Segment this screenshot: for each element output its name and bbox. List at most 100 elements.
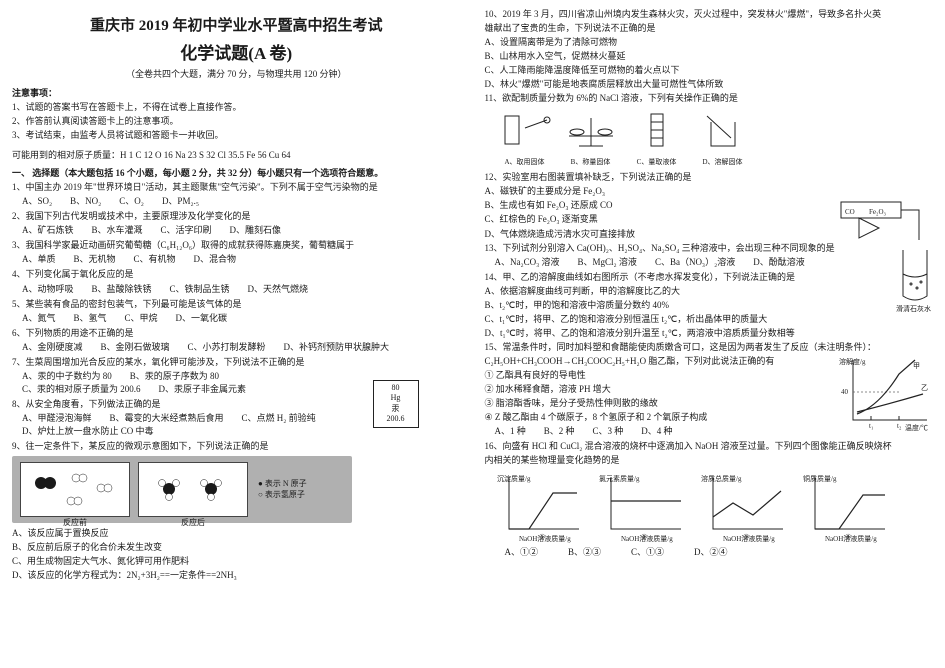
graph-3-icon: 溶质总质量/g NaOH溶液质量/g ③: [699, 471, 789, 543]
part1-heading: 一、 选择题（本大题包括 16 个小题，每小题 2 分，共 32 分）每小题只有…: [12, 167, 461, 180]
question-6-options: A、金刚硬度减 B、金刚石做玻璃 C、小苏打制发酵粉 D、补钙剂预防甲状腺肿大: [22, 341, 461, 354]
option: C、点燃 H₂ 前验纯: [242, 412, 316, 425]
t2: t₂: [897, 422, 902, 430]
option: D、一氧化碳: [176, 312, 228, 325]
q10-option: A、设置隔离带是为了清除可燃物: [485, 36, 934, 49]
element-tile-hg: 80 Hg 汞 200.6: [373, 380, 419, 428]
right-column: 10、2019 年 3 月，四川省凉山州境内发生森林火灾，灭火过程中，突发林火"…: [473, 0, 945, 668]
option: D、天然气燃烧: [248, 283, 309, 296]
hg-symbol: Hg: [375, 393, 417, 403]
svg-text:②: ②: [641, 533, 647, 541]
question-5-options: A、氮气 B、氢气 C、甲烷 D、一氧化碳: [22, 312, 461, 325]
option: D、汞原子非金属元素: [159, 383, 247, 396]
atom-legend: ● 表示 N 原子 ○ 表示氢原子: [256, 477, 309, 502]
q10-option: C、人工降雨能降温度降低至可燃物的着火点以下: [485, 64, 934, 77]
question-16-answers: A、①② B、②③ C、①③ D、②④: [505, 545, 934, 558]
graph-row: 沉淀质量/g NaOH溶液质量/g ① 氯元素质量/g NaOH溶液质量/g ②…: [495, 471, 934, 543]
co-reduction-apparatus: CO Fe₂O₃ 滑清石灰水: [839, 200, 931, 308]
option: B、金刚石做玻璃: [101, 341, 170, 354]
xlab: 温度/℃: [905, 423, 928, 432]
question-15: 15、常温条件时，同时加料塑和食醋能使肉质嫩含可口，这是因为两者发生了反应（未注…: [485, 341, 934, 354]
molecule-icon: [21, 463, 131, 518]
option: D、雕刻石像: [230, 224, 282, 237]
option: C、O₂: [119, 195, 144, 208]
apparatus-c: C、量取液体: [627, 108, 687, 167]
option: D、②④: [694, 545, 728, 558]
option: B、②③: [568, 545, 601, 558]
option: C、①③: [631, 545, 664, 558]
apparatus-d: D、溶解固体: [693, 108, 753, 167]
question-6: 6、下列物质的用途不正确的是: [12, 327, 461, 340]
option: B、氢气: [74, 312, 107, 325]
question-7-options: A、汞的中子数约为 80 B、汞的原子序数为 80 C、汞的相对原子质量为 20…: [22, 370, 342, 396]
option: A、金刚硬度减: [22, 341, 83, 354]
svg-text:③: ③: [743, 533, 749, 541]
option: A、Na₂CO₃ 溶液: [495, 256, 560, 269]
option: B、水车灌溉: [92, 224, 143, 237]
fe2o3-label: Fe₂O₃: [869, 208, 886, 216]
molecule-icon: [139, 463, 249, 518]
option: D、炉灶上放一盘水防止 CO 中毒: [22, 425, 154, 438]
option: A、动物呼吸: [22, 283, 74, 296]
question-3-options: A、单质 B、无机物 C、有机物 D、混合物: [22, 253, 461, 266]
beaker-stir-icon: [693, 108, 753, 154]
option: A、汞的中子数约为 80: [22, 370, 112, 383]
option: C、小苏打制发酵粉: [188, 341, 266, 354]
option: D、混合物: [194, 253, 237, 266]
option: C、甲烷: [125, 312, 158, 325]
q10-option: B、山林用水入空气，促燃林火蔓延: [485, 50, 934, 63]
reaction-diagram: 反应前 反应后 ● 表示 N 原子 ○ 表示氢原子: [12, 456, 352, 523]
q9-option: D、该反应的化学方程式为：2N₂+3H₂==一定条件==2NH₃: [12, 569, 461, 582]
option: A、单质: [22, 253, 56, 266]
option: B、霉变的大米经煮熟后食用: [110, 412, 224, 425]
svg-text:氯元素质量/g: 氯元素质量/g: [599, 474, 640, 483]
legend-n: ● 表示 N 原子: [258, 479, 307, 489]
q14-option: C、t₁℃时，将甲、乙的饱和溶液分别恒温压 t₂℃，析出晶体甲的质量大: [485, 313, 934, 326]
option: D、酚酞溶液: [753, 256, 805, 269]
option: B、盐酸除铁锈: [92, 283, 152, 296]
hg-number: 80: [375, 383, 417, 393]
apparatus-b: B、称量固体: [561, 108, 621, 167]
reaction-before-label: 反应前: [21, 517, 129, 528]
option: B、无机物: [74, 253, 116, 266]
option: D、4 种: [641, 425, 672, 438]
t1: t₁: [869, 422, 873, 430]
graph-1-icon: 沉淀质量/g NaOH溶液质量/g ①: [495, 471, 585, 543]
option: C、Ba（NO₃）₂溶液: [655, 256, 735, 269]
option: A、矿石炼铁: [22, 224, 74, 237]
q9-option: A、该反应属于置换反应: [12, 527, 461, 540]
solubility-chart: 溶解度/g 40 甲 乙 t₁ t₂ 温度/℃: [839, 354, 935, 432]
series-jia: 甲: [913, 362, 920, 370]
option: D、PM₂.₅: [162, 195, 199, 208]
question-2: 2、我国下列古代发明或技术中，主要原理涉及化学变化的是: [12, 210, 461, 223]
option: A、氮气: [22, 312, 56, 325]
q9-option: B、反应前后原子的化合价未发生改变: [12, 541, 461, 554]
graph-2-icon: 氯元素质量/g NaOH溶液质量/g ②: [597, 471, 687, 543]
question-9: 9、往一定条件下，某反应的微观示意图如下，下列说法正确的是: [12, 440, 461, 453]
svg-text:①: ①: [539, 533, 545, 541]
option: B、2 种: [544, 425, 575, 438]
option: C、3 种: [593, 425, 624, 438]
option: A、1 种: [495, 425, 526, 438]
apparatus-caption: B、称量固体: [561, 157, 621, 167]
graph-4-icon: 铜质质量/g NaOH溶液质量/g ④: [801, 471, 891, 543]
q14-option: D、t₁℃时，将甲、乙的饱和溶液分别升温至 t₂℃，两溶液中溶质质量分数相等: [485, 327, 934, 340]
option: C、铁制品生锈: [170, 283, 230, 296]
cylinder-icon: [627, 108, 687, 154]
ylab: 溶解度/g: [839, 357, 866, 366]
question-3: 3、我国科学家最近动画研究葡萄糖（C₆H₁₂O₆）取得的成就获得陈嘉庚奖，葡萄糖…: [12, 239, 461, 252]
question-10: 10、2019 年 3 月，四川省凉山州境内发生森林火灾，灭火过程中，突发林火"…: [485, 8, 934, 21]
question-4-options: A、动物呼吸 B、盐酸除铁锈 C、铁制品生锈 D、天然气燃烧: [22, 283, 461, 296]
solubility-curve-icon: 溶解度/g 40 甲 乙 t₁ t₂ 温度/℃: [839, 354, 935, 432]
notice-line: 3、考试结束，由监考人员将试题和答题卡一并收回。: [12, 129, 461, 142]
atomic-mass-line: 可能用到的相对原子质量：H 1 C 12 O 16 Na 23 S 32 Cl …: [12, 148, 461, 161]
apparatus-icon: CO Fe₂O₃: [839, 200, 931, 308]
y40: 40: [841, 388, 849, 396]
series-yi: 乙: [921, 384, 928, 392]
q10-option: D、林火"爆燃"可能是地表腐质层释放出大量可燃性气体所致: [485, 78, 934, 91]
reaction-after-label: 反应后: [139, 517, 247, 528]
apparatus-a: A、取用固体: [495, 108, 555, 167]
question-2-options: A、矿石炼铁 B、水车灌溉 C、活字印刷 D、雕刻石像: [22, 224, 461, 237]
svg-text:沉淀质量/g: 沉淀质量/g: [497, 474, 531, 483]
apparatus-caption: C、量取液体: [627, 157, 687, 167]
